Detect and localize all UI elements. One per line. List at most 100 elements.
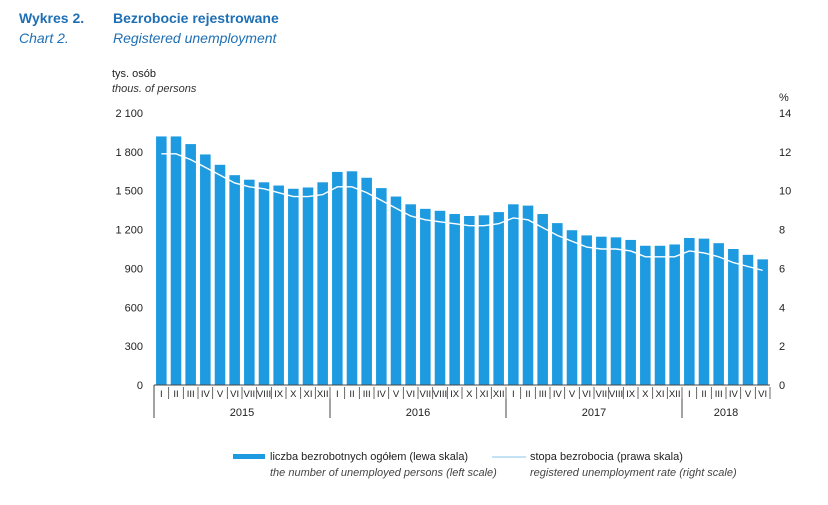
bar-unemployed: [214, 164, 226, 385]
month-label: II: [525, 389, 530, 400]
bar-unemployed: [244, 179, 255, 385]
month-label: VIII: [257, 389, 271, 400]
month-label: II: [701, 389, 706, 400]
right-tick-label: 6: [779, 263, 785, 275]
legend-line-label-en: registered unemployment rate (right scal…: [530, 467, 737, 479]
right-tick-label: 2: [779, 341, 785, 353]
year-label: 2017: [582, 407, 606, 419]
right-tick-label: 10: [779, 186, 791, 198]
right-tick-label: 8: [779, 225, 785, 237]
month-label: IX: [450, 389, 460, 400]
legend-bar-swatch: [233, 454, 265, 459]
bar-unemployed: [581, 235, 592, 385]
month-label: IX: [274, 389, 284, 400]
bar-unemployed: [698, 238, 710, 385]
bar-unemployed: [713, 243, 724, 385]
month-label: VI: [230, 389, 239, 400]
bar-unemployed: [420, 208, 431, 385]
bar-unemployed: [288, 188, 299, 385]
bar-unemployed: [376, 188, 387, 385]
bar-unemployed: [449, 214, 460, 385]
bar-unemployed: [317, 182, 328, 385]
month-label: VI: [582, 389, 591, 400]
month-label: VII: [596, 389, 608, 400]
left-tick-label: 1 200: [115, 225, 143, 237]
bar-unemployed: [493, 212, 504, 385]
month-label: VII: [244, 389, 256, 400]
left-tick-label: 300: [125, 341, 143, 353]
bar-unemployed: [390, 196, 402, 385]
month-label: XI: [656, 389, 665, 400]
bar-unemployed: [684, 237, 695, 385]
bar-unemployed: [742, 254, 754, 385]
right-tick-label: 0: [779, 380, 785, 392]
month-label: III: [187, 389, 195, 400]
month-label: IV: [377, 389, 387, 400]
month-label: XII: [493, 389, 505, 400]
bar-unemployed: [508, 204, 519, 385]
left-tick-label: 1 500: [115, 186, 143, 198]
bar-unemployed: [156, 136, 167, 385]
legend-bar-label-en: the number of unemployed persons (left s…: [270, 467, 497, 479]
bar-unemployed: [258, 182, 270, 385]
month-label: XII: [317, 389, 329, 400]
bar-unemployed: [552, 223, 563, 385]
bar-unemployed: [669, 244, 680, 385]
left-axis-unit-en: thous. of persons: [112, 83, 197, 95]
bar-unemployed: [332, 171, 343, 385]
month-label: XII: [669, 389, 681, 400]
month-label: XI: [304, 389, 313, 400]
month-label: IX: [626, 389, 636, 400]
right-tick-label: 12: [779, 147, 791, 159]
bar-unemployed: [405, 204, 416, 385]
month-label: V: [217, 389, 224, 400]
legend-bar-label-pl: liczba bezrobotnych ogółem (lewa skala): [270, 451, 468, 463]
month-label: IV: [201, 389, 211, 400]
bar-unemployed: [625, 239, 636, 385]
month-label: IV: [553, 389, 563, 400]
chart-title-en: Registered unemployment: [113, 30, 277, 46]
year-label: 2018: [714, 407, 738, 419]
bar-unemployed: [200, 154, 211, 385]
bar-unemployed: [229, 175, 240, 385]
left-tick-label: 2 100: [115, 108, 143, 120]
bar-unemployed: [361, 177, 372, 385]
month-label: I: [688, 389, 691, 400]
legend-line-label-pl: stopa bezrobocia (prawa skala): [530, 451, 683, 463]
year-label: 2016: [406, 407, 430, 419]
bar-unemployed: [434, 210, 446, 385]
month-label: VIII: [433, 389, 447, 400]
chart-title-pl: Bezrobocie rejestrowane: [113, 10, 279, 26]
month-label: I: [512, 389, 515, 400]
month-label: III: [363, 389, 371, 400]
month-label: III: [539, 389, 547, 400]
bar-unemployed: [610, 237, 622, 385]
month-label: VII: [420, 389, 432, 400]
rate-line: [161, 153, 763, 272]
bar-unemployed: [464, 215, 475, 385]
month-label: III: [715, 389, 723, 400]
bar-unemployed: [654, 245, 666, 385]
bar-unemployed: [273, 185, 284, 385]
bar-unemployed: [537, 214, 548, 385]
bar-unemployed: [302, 187, 314, 385]
month-label: II: [173, 389, 178, 400]
month-label: XI: [480, 389, 489, 400]
right-tick-label: 14: [779, 108, 791, 120]
month-label: VI: [758, 389, 767, 400]
month-label: V: [569, 389, 576, 400]
bar-unemployed: [757, 259, 768, 385]
month-label: II: [349, 389, 354, 400]
bar-unemployed: [185, 144, 196, 385]
left-tick-label: 1 800: [115, 147, 143, 159]
bar-unemployed: [596, 236, 607, 385]
month-label: I: [160, 389, 163, 400]
chart-label-pl: Wykres 2.: [19, 10, 85, 26]
month-label: V: [393, 389, 400, 400]
right-tick-label: 4: [779, 302, 785, 314]
year-label: 2015: [230, 407, 254, 419]
bar-unemployed: [170, 136, 182, 385]
month-label: IV: [729, 389, 739, 400]
bar-unemployed: [522, 205, 534, 385]
month-label: VIII: [609, 389, 623, 400]
